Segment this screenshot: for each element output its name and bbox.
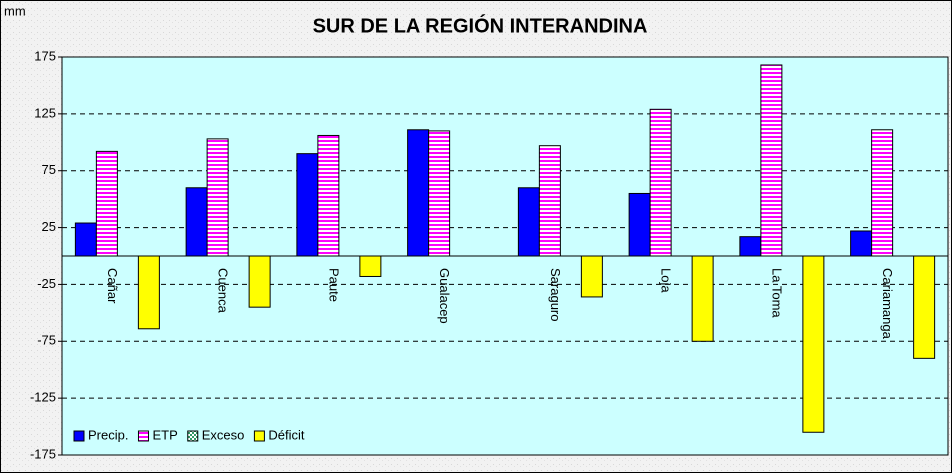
bar: [760, 64, 783, 257]
bar: [649, 108, 672, 257]
legend-swatch: [137, 430, 149, 442]
bar: [317, 134, 340, 257]
legend-swatch: [73, 430, 85, 442]
legend-label: Exceso: [202, 427, 245, 442]
y-tick-label: -175: [30, 446, 56, 461]
bar: [739, 236, 762, 257]
x-tick-label: Saraguro: [548, 268, 563, 321]
y-tick-label: 25: [42, 219, 56, 234]
bar: [871, 129, 894, 257]
x-tick-label: Gualacep: [437, 268, 452, 324]
bar: [628, 192, 651, 257]
x-tick-label: Cañar: [105, 268, 120, 304]
bar: [517, 187, 540, 257]
y-tick-label: 175: [34, 48, 56, 63]
bar: [206, 138, 229, 257]
y-tick-label: -125: [30, 390, 56, 405]
chart-title: SUR DE LA REGIÓN INTERANDINA: [313, 13, 648, 37]
y-tick-label: -25: [37, 276, 56, 291]
bar: [248, 255, 271, 308]
legend-label: Precip.: [88, 427, 128, 442]
x-tick-label: Cariamanga: [880, 268, 895, 340]
bar: [850, 230, 873, 257]
legend-swatch: [187, 430, 199, 442]
bar: [428, 130, 451, 257]
legend-label: Déficit: [268, 427, 305, 442]
y-tick-label: 125: [34, 105, 56, 120]
bar: [538, 145, 561, 257]
bar: [359, 255, 382, 277]
x-tick-label: Loja: [659, 268, 674, 293]
bar: [95, 150, 118, 257]
bar: [74, 222, 97, 257]
legend-swatch: [253, 430, 265, 442]
y-tick-label: -75: [37, 333, 56, 348]
bar: [296, 153, 319, 257]
y-tick-label: 75: [42, 162, 56, 177]
bar: [913, 255, 936, 359]
x-tick-label: La Toma: [769, 268, 784, 318]
bar: [137, 255, 160, 330]
x-tick-label: Paute: [326, 268, 341, 302]
bar: [691, 255, 714, 342]
bar: [580, 255, 603, 298]
y-axis-label: mm: [4, 3, 26, 18]
x-tick-label: Cuenca: [216, 268, 231, 314]
legend-label: ETP: [152, 427, 177, 442]
bar: [185, 187, 208, 257]
bar: [407, 129, 430, 257]
bar: [802, 255, 825, 433]
